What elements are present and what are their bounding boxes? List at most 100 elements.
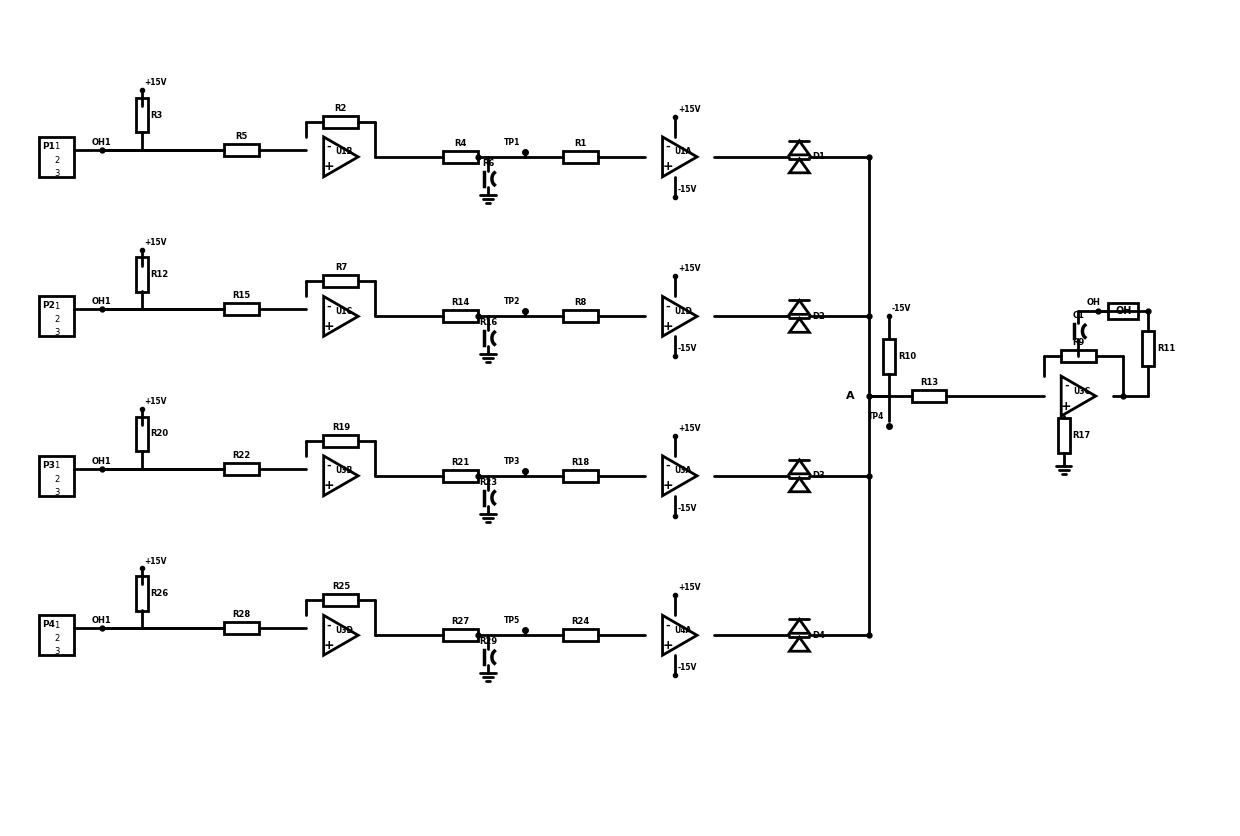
Bar — [324, 435, 358, 447]
Text: 1: 1 — [55, 461, 60, 471]
Bar — [1058, 419, 1070, 453]
Text: R5: R5 — [236, 132, 248, 141]
Text: R23: R23 — [479, 477, 497, 487]
Bar — [1109, 303, 1138, 319]
Bar — [40, 137, 74, 176]
Text: +15V: +15V — [678, 105, 701, 114]
Text: R27: R27 — [451, 617, 470, 626]
Text: R9: R9 — [1073, 339, 1085, 347]
Text: U1D: U1D — [673, 307, 692, 316]
Bar — [443, 150, 477, 163]
Text: D3: D3 — [812, 472, 825, 481]
Bar — [563, 310, 598, 323]
Text: C1: C1 — [1073, 311, 1085, 320]
Text: D1: D1 — [812, 152, 826, 161]
Text: U3B: U3B — [335, 466, 352, 476]
Text: R28: R28 — [232, 610, 250, 619]
Bar — [563, 150, 598, 163]
Text: +: + — [662, 479, 673, 492]
Bar — [40, 297, 74, 336]
Bar — [224, 463, 259, 475]
Text: +15V: +15V — [145, 557, 167, 565]
Text: U3A: U3A — [675, 466, 692, 476]
Text: R16: R16 — [479, 319, 497, 328]
Text: 1: 1 — [55, 621, 60, 630]
Text: R4: R4 — [454, 139, 466, 148]
Text: OH1: OH1 — [92, 456, 112, 466]
Bar — [563, 470, 598, 482]
Text: 3: 3 — [55, 647, 60, 656]
Text: P3: P3 — [42, 461, 56, 470]
Text: R22: R22 — [232, 451, 250, 460]
Bar — [40, 615, 74, 655]
Text: R7: R7 — [335, 263, 347, 273]
Text: R26: R26 — [150, 589, 169, 598]
Text: 3: 3 — [55, 488, 60, 497]
Text: -: - — [665, 142, 670, 152]
Bar — [443, 470, 477, 482]
Text: U1A: U1A — [675, 147, 692, 156]
Text: -: - — [665, 301, 670, 311]
Text: P1: P1 — [42, 142, 56, 151]
Text: +: + — [1061, 400, 1071, 412]
Text: OH: OH — [1115, 306, 1132, 316]
Text: R3: R3 — [150, 110, 162, 120]
Bar — [135, 257, 148, 292]
Text: +: + — [324, 479, 334, 492]
Text: +15V: +15V — [678, 424, 701, 433]
Text: A: A — [846, 391, 854, 401]
Text: 2: 2 — [55, 475, 60, 484]
Bar — [224, 303, 259, 315]
Text: R19: R19 — [332, 423, 350, 432]
Bar — [224, 622, 259, 635]
Text: R2: R2 — [335, 104, 347, 113]
Bar — [324, 116, 358, 128]
Text: R15: R15 — [232, 292, 250, 300]
Text: U3D: U3D — [335, 626, 353, 635]
Text: +15V: +15V — [678, 264, 701, 273]
Text: +: + — [662, 639, 673, 652]
Text: TP4: TP4 — [868, 412, 884, 421]
Text: R17: R17 — [1073, 431, 1091, 441]
Text: R6: R6 — [482, 159, 494, 168]
Text: -: - — [326, 461, 331, 471]
Bar — [135, 576, 148, 611]
Bar — [1061, 350, 1096, 362]
Text: U4A: U4A — [675, 626, 692, 635]
Bar — [135, 416, 148, 451]
Text: -: - — [326, 142, 331, 152]
Text: P4: P4 — [42, 620, 56, 630]
Text: -15V: -15V — [892, 304, 911, 314]
Text: 3: 3 — [55, 169, 60, 178]
Bar — [324, 594, 358, 606]
Text: -15V: -15V — [678, 503, 697, 512]
Bar — [324, 276, 358, 288]
Text: D2: D2 — [812, 312, 826, 321]
Text: TP5: TP5 — [505, 616, 521, 625]
Text: +: + — [324, 639, 334, 652]
Text: +: + — [324, 161, 334, 173]
Text: R25: R25 — [332, 583, 350, 591]
Bar — [40, 456, 74, 496]
Bar — [563, 630, 598, 641]
Text: +15V: +15V — [145, 237, 167, 247]
Text: -15V: -15V — [678, 344, 697, 354]
Bar — [443, 630, 477, 641]
Text: R13: R13 — [920, 378, 937, 387]
Text: -: - — [665, 461, 670, 471]
Text: -: - — [665, 620, 670, 630]
Text: +: + — [324, 320, 334, 333]
Text: OH: OH — [1086, 298, 1100, 308]
Text: +15V: +15V — [145, 397, 167, 406]
Text: 2: 2 — [55, 634, 60, 643]
Bar — [911, 390, 946, 402]
Text: OH1: OH1 — [92, 616, 112, 625]
Text: -: - — [326, 620, 331, 630]
Text: R1: R1 — [574, 139, 587, 148]
Text: +: + — [662, 320, 673, 333]
Text: R8: R8 — [574, 298, 587, 308]
Text: +: + — [662, 161, 673, 173]
Text: +15V: +15V — [145, 78, 167, 87]
Text: 3: 3 — [55, 329, 60, 338]
Text: 1: 1 — [55, 142, 60, 151]
